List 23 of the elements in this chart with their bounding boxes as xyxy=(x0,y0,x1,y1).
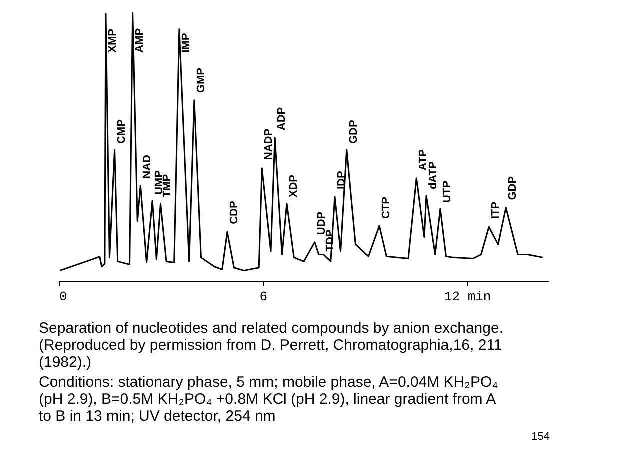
text: Separation of nucleotides and related compounds by anion exchange. (Reproduced by permission from D. Perrett, Chromatographia,16, 211 (1982).) xyxy=(39,320,504,371)
annotation: IMP xyxy=(180,33,192,53)
annotation: CDP xyxy=(228,201,240,224)
annotation: ITP xyxy=(490,202,502,220)
annotation: XMP xyxy=(106,29,119,53)
annotation: GDP xyxy=(507,176,520,200)
annotation: NAD xyxy=(142,154,154,179)
annotation: CTP xyxy=(380,197,393,220)
annotation: NADP xyxy=(263,128,276,160)
annotation: ADP xyxy=(276,107,288,131)
annotation: XDP xyxy=(288,174,300,198)
annotation: UTP xyxy=(441,180,454,203)
text: Conditions: stationary phase, 5 mm; mobile phase, A=0.04M KH₂PO₄ (pH 2.9), B=0.5M KH₂PO₄ +0.8M KCl (pH 2.9), linear gradient from A to B in 13 min; UV detector, 254 nm xyxy=(39,374,498,425)
annotation: GDP xyxy=(348,120,360,144)
text: 154 xyxy=(532,431,550,443)
annotation: GMP xyxy=(195,68,208,94)
x-tick-label: 6 xyxy=(260,290,268,304)
annotation: dATP xyxy=(428,162,440,190)
x-tick-label: 12 min xyxy=(444,290,492,304)
annotation: ATP xyxy=(418,150,430,171)
annotation: AMP xyxy=(134,28,146,53)
x-tick-label: 0 xyxy=(60,290,68,304)
annotation: CMP xyxy=(116,120,128,144)
